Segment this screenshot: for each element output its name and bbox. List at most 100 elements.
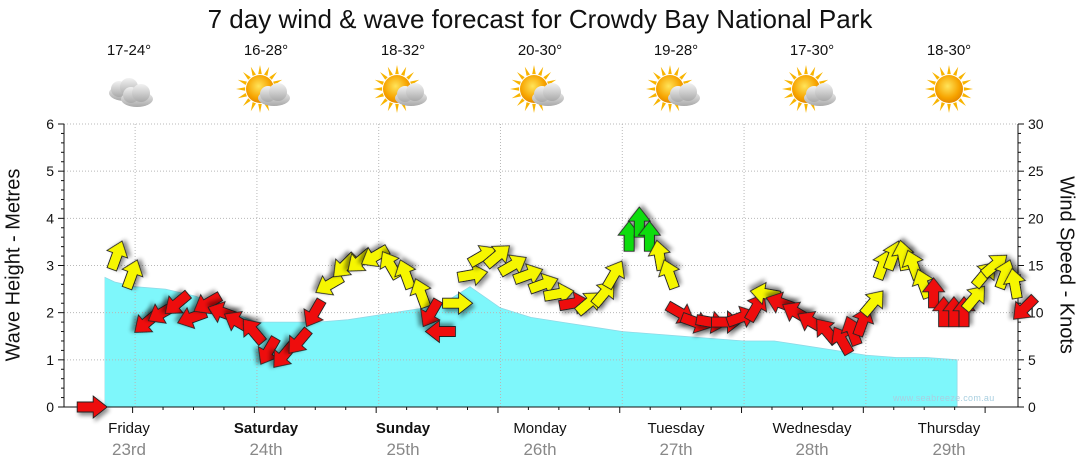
wind-arrow-shape — [424, 319, 456, 344]
weather-sunday: 18-32° — [343, 42, 463, 120]
partly-cloudy-icon — [480, 65, 600, 120]
wind-arrow-shape — [409, 278, 432, 310]
wind-arrow — [409, 278, 432, 310]
wind-arrow — [859, 290, 884, 318]
wind-arrow-shape — [121, 259, 144, 291]
wind-arrow — [303, 297, 327, 328]
wind-arrow-shape — [360, 244, 391, 268]
weather-friday: 17-24° — [69, 42, 189, 120]
wind-arrow-shape — [420, 297, 444, 328]
y-right-tick-label: 25 — [1028, 163, 1044, 179]
day-label-thursday: Thursday 29th — [884, 420, 1014, 460]
day-name: Monday — [513, 420, 567, 437]
day-name: Sunday — [375, 420, 431, 437]
day-date: 29th — [932, 440, 966, 459]
day-name: Thursday — [917, 420, 981, 437]
weather-tuesday: 19-28° — [616, 42, 736, 120]
wind-arrow-shape — [303, 297, 327, 328]
sunny-icon — [889, 65, 1009, 120]
temperature-range: 16-28° — [243, 42, 289, 59]
wind-arrow-shape — [482, 245, 511, 270]
day-label-tuesday: Tuesday 27th — [611, 420, 741, 460]
temperature-range: 18-30° — [926, 42, 972, 59]
wind-arrow-shape — [76, 395, 108, 419]
wind-arrow — [76, 395, 108, 419]
wind-arrow-shape — [1002, 267, 1027, 300]
wind-arrow — [360, 244, 391, 268]
day-name: Saturday — [233, 420, 299, 437]
weather-thursday: 18-30° — [889, 42, 1009, 120]
cloudy-icon — [69, 65, 189, 120]
day-date: 28th — [795, 440, 829, 459]
wind-arrow — [1013, 293, 1039, 320]
watermark: www.seabreeze.com.au — [893, 393, 995, 403]
wind-arrow — [657, 259, 681, 291]
wind-arrow-shape — [288, 326, 313, 354]
wind-arrow — [164, 289, 193, 314]
wind-arrow-shape — [859, 290, 884, 318]
wind-arrow — [442, 291, 474, 316]
wind-arrow — [960, 285, 985, 314]
temperature-range: 20-30° — [517, 42, 563, 59]
y-left-tick-label: 0 — [46, 399, 54, 415]
wind-arrow-shape — [164, 289, 193, 314]
day-date: 25th — [386, 440, 420, 459]
weather-monday: 20-30° — [480, 42, 600, 120]
day-name: Tuesday — [647, 420, 705, 437]
y-left-tick-label: 1 — [46, 352, 54, 368]
temperature-range: 19-28° — [653, 42, 699, 59]
partly-cloudy-icon — [752, 65, 872, 120]
wind-arrow-shape — [527, 272, 559, 296]
wind-arrow-shape — [456, 262, 489, 287]
y-right-tick-label: 5 — [1028, 352, 1036, 368]
y-left-tick-label: 4 — [46, 210, 54, 226]
wind-arrow — [288, 326, 313, 354]
temperature-range: 17-30° — [789, 42, 835, 59]
wind-arrow — [121, 259, 144, 291]
wind-arrow — [542, 281, 575, 306]
day-label-saturday: Saturday 24th — [201, 420, 331, 460]
temperature-range: 18-32° — [380, 42, 426, 59]
wind-arrow — [527, 272, 559, 296]
wind-arrow — [242, 318, 268, 347]
day-date: 27th — [659, 440, 693, 459]
y-left-tick-label: 5 — [46, 163, 54, 179]
y-left-tick-label: 6 — [46, 116, 54, 132]
wind-arrow-shape — [512, 263, 544, 286]
wind-arrow — [424, 319, 456, 344]
wind-arrow-shape — [542, 281, 575, 306]
day-date: 23rd — [111, 440, 147, 459]
y-right-tick-label: 30 — [1028, 116, 1044, 132]
wind-arrow — [105, 240, 129, 272]
day-name: Friday — [108, 420, 150, 437]
y-right-tick-label: 15 — [1028, 258, 1044, 274]
y-right-tick-label: 0 — [1028, 399, 1036, 415]
wind-arrow-shape — [105, 240, 129, 272]
y-left-tick-label: 2 — [46, 305, 54, 321]
day-label-friday: Friday 23rd — [64, 420, 194, 460]
weather-saturday: 16-28° — [206, 42, 326, 120]
wind-arrow-shape — [442, 291, 474, 316]
wind-arrow-shape — [960, 285, 985, 314]
day-label-sunday: Sunday 25th — [338, 420, 468, 460]
wind-arrow — [512, 263, 544, 286]
wind-arrow-shape — [1013, 293, 1039, 320]
wind-arrow-shape — [242, 318, 268, 347]
partly-cloudy-icon — [616, 65, 736, 120]
wind-arrow-shape — [657, 259, 681, 291]
wind-arrow — [497, 254, 527, 278]
weather-wednesday: 17-30° — [752, 42, 872, 120]
wind-arrow-shape — [497, 254, 527, 278]
day-date: 26th — [523, 440, 557, 459]
day-label-wednesday: Wednesday 28th — [747, 420, 877, 460]
wind-arrow — [993, 259, 1017, 291]
y-right-tick-label: 10 — [1028, 305, 1044, 321]
day-label-monday: Monday 26th — [475, 420, 605, 460]
y-left-tick-label: 3 — [46, 258, 54, 274]
wind-arrow-shape — [601, 260, 626, 291]
wind-arrow — [456, 262, 489, 287]
partly-cloudy-icon — [343, 65, 463, 120]
temperature-range: 17-24° — [106, 42, 152, 59]
